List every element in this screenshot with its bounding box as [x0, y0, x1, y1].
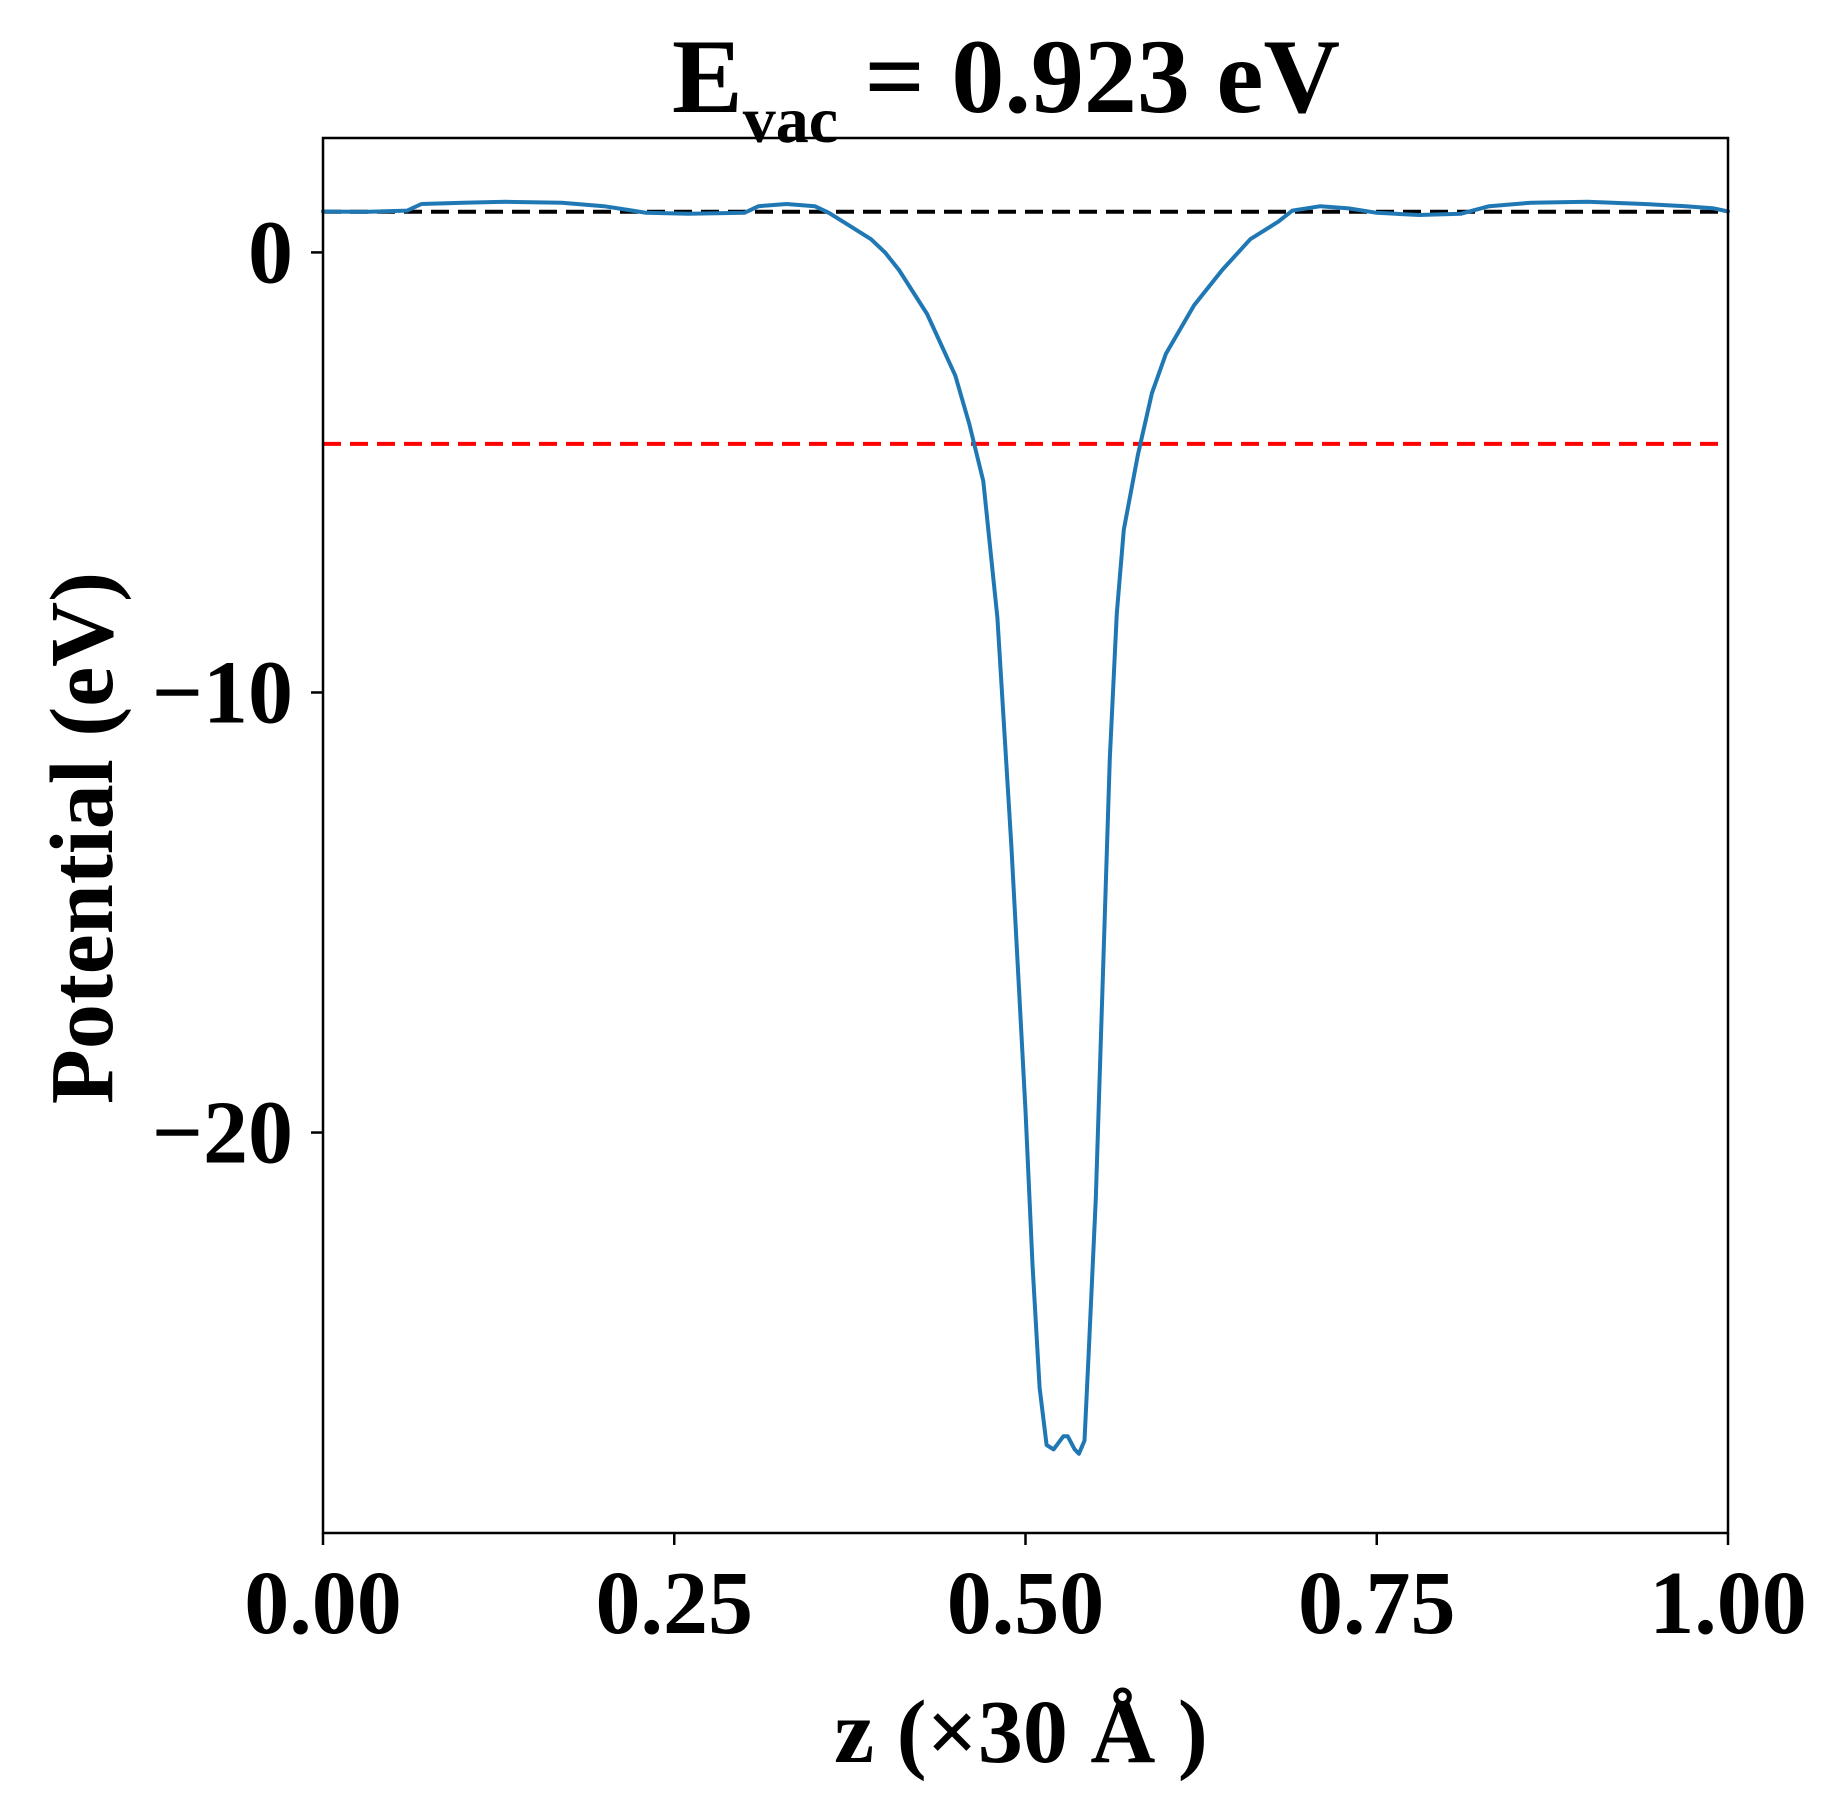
x-tick-label: 0.25 — [596, 1554, 754, 1653]
chart-title: Evac = 0.923 eV — [672, 18, 1340, 157]
x-tick-label: 1.00 — [1649, 1554, 1807, 1653]
x-tick-label: 0.50 — [947, 1554, 1105, 1653]
x-axis-label: z (×30 Å ) — [834, 1683, 1208, 1782]
y-axis-label: Potential (eV) — [33, 572, 132, 1104]
chart-title-rest: = 0.923 eV — [838, 18, 1340, 135]
y-tick-label: −20 — [152, 1084, 293, 1183]
x-tick-label: 0.00 — [244, 1554, 402, 1653]
x-axis: 0.00 0.25 0.50 0.75 1.00 — [244, 1533, 1807, 1653]
plot-frame — [321, 136, 1730, 1535]
series-line-0 — [321, 199, 1730, 1456]
x-tick-label: 0.75 — [1298, 1554, 1456, 1653]
y-tick-label: 0 — [248, 203, 293, 302]
chart-title-main: E — [672, 18, 743, 135]
chart-title-subscript: vac — [743, 84, 838, 157]
y-tick-label: −10 — [152, 643, 293, 742]
y-axis: 0 −10 −20 — [152, 203, 323, 1183]
plot-area — [321, 199, 1730, 1456]
